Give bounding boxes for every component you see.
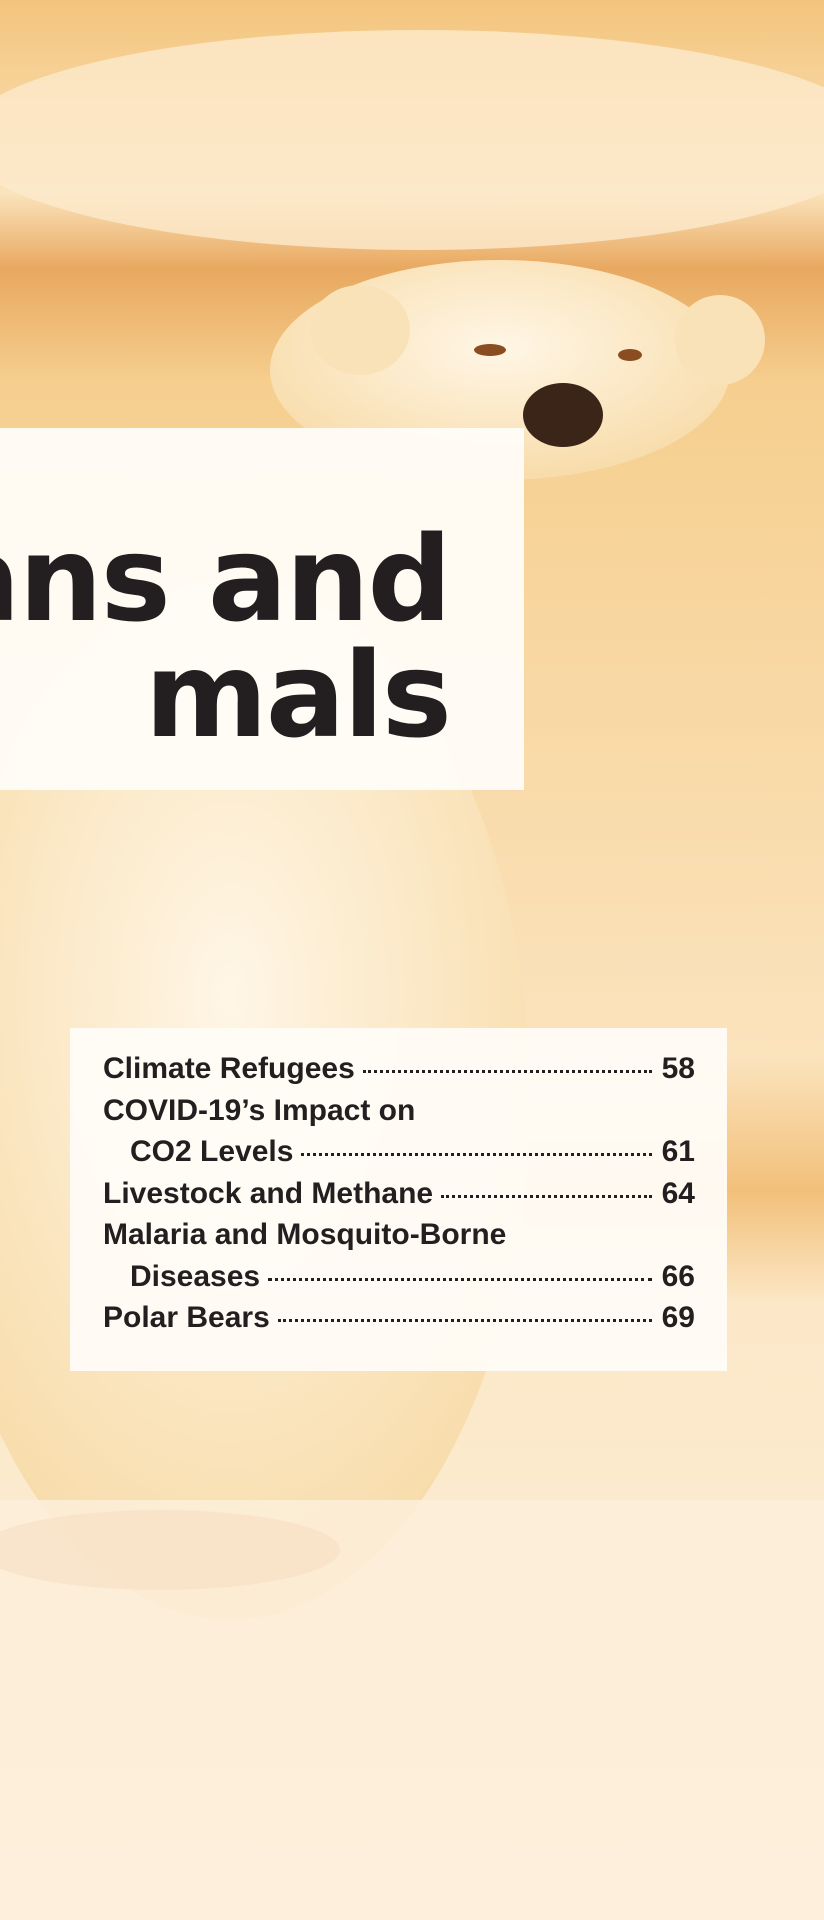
dot-leader <box>268 1278 652 1281</box>
entry-title: Malaria and Mosquito-Borne <box>103 1218 506 1252</box>
entry-title: Climate Refugees <box>103 1052 355 1086</box>
dot-leader <box>301 1153 651 1156</box>
toc-line: Diseases 66 <box>103 1260 695 1302</box>
entry-title: Polar Bears <box>103 1301 270 1335</box>
toc-entry: Polar Bears 69 <box>103 1301 695 1343</box>
title-panel: mans and mals <box>0 428 524 790</box>
entry-title: CO2 Levels <box>130 1135 293 1169</box>
entry-title: Livestock and Methane <box>103 1177 433 1211</box>
dot-leader <box>441 1195 652 1198</box>
background-photo <box>0 0 824 1920</box>
toc-line: Malaria and Mosquito-Borne <box>103 1218 695 1260</box>
toc-entry: Livestock and Methane 64 <box>103 1177 695 1219</box>
page-number: 64 <box>662 1177 695 1211</box>
page-number: 61 <box>662 1135 695 1169</box>
toc-line: Climate Refugees 58 <box>103 1052 695 1094</box>
entry-title: Diseases <box>130 1260 260 1294</box>
toc-entry: COVID-19’s Impact on CO2 Levels 61 <box>103 1094 695 1177</box>
toc-line: Polar Bears 69 <box>103 1301 695 1343</box>
toc-line: COVID-19’s Impact on <box>103 1094 695 1136</box>
page: {"title": {"lines": ["mans and", "mals"]… <box>0 0 824 1920</box>
dot-leader <box>363 1070 652 1073</box>
title-line: mals <box>145 636 450 754</box>
toc-entry: Climate Refugees 58 <box>103 1052 695 1094</box>
title-line: mans and <box>0 520 450 638</box>
page-number: 58 <box>662 1052 695 1086</box>
toc-entry: Malaria and Mosquito-Borne Diseases 66 <box>103 1218 695 1301</box>
toc-line: Livestock and Methane 64 <box>103 1177 695 1219</box>
page-number: 69 <box>662 1301 695 1335</box>
entry-title: COVID-19’s Impact on <box>103 1094 415 1128</box>
dot-leader <box>278 1319 652 1322</box>
page-number: 66 <box>662 1260 695 1294</box>
toc-line: CO2 Levels 61 <box>103 1135 695 1177</box>
